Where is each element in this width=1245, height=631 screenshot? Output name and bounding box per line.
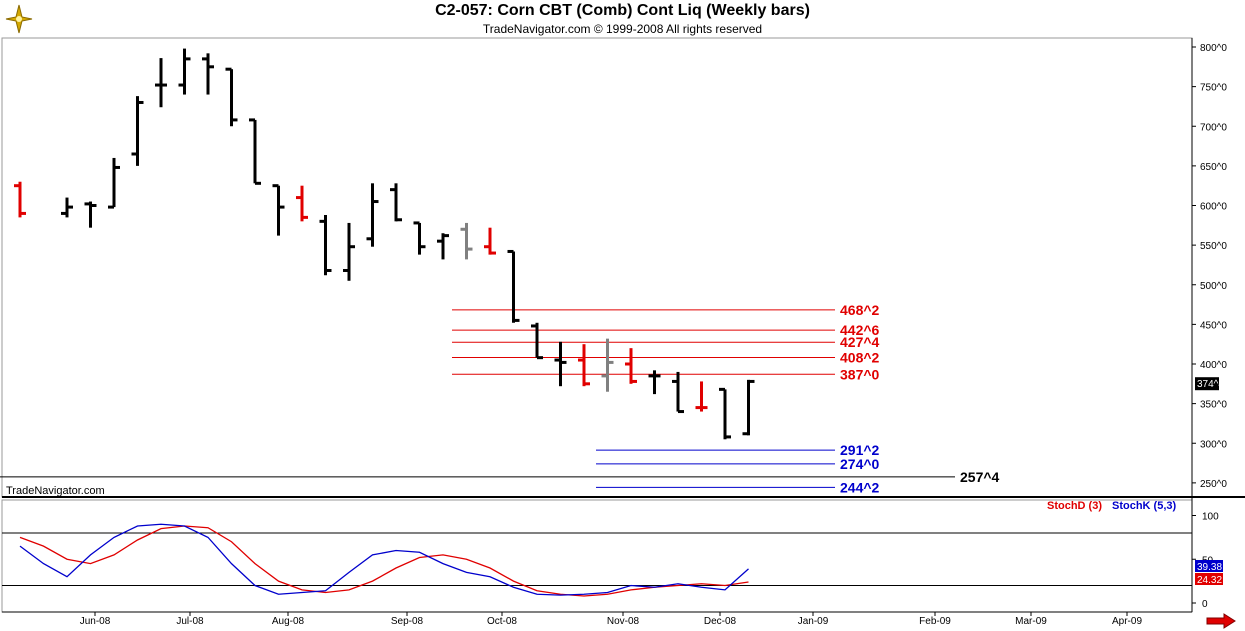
chart-title: C2-057: Corn CBT (Comb) Cont Liq (Weekly… <box>435 2 810 19</box>
trade-navigator-logo-icon <box>4 3 34 35</box>
price-tick-label: 800^0 <box>1200 43 1227 54</box>
last-price-label: 374^4 <box>1197 379 1224 390</box>
legend-stoch-k: StochK (5,3) <box>1112 500 1177 512</box>
month-tick-label: Jan-09 <box>798 616 829 627</box>
stoch-tick-label: 0 <box>1202 599 1208 610</box>
price-level-label: 408^2 <box>840 349 880 365</box>
stoch-k-line <box>19 523 749 596</box>
price-tick-label: 500^0 <box>1200 281 1227 292</box>
last-price-box <box>1195 377 1219 391</box>
month-tick-label: Mar-09 <box>1015 616 1047 627</box>
price-level-label: 274^0 <box>840 456 880 472</box>
price-tick-label: 650^0 <box>1200 162 1227 173</box>
price-tick-label: 300^0 <box>1200 439 1227 450</box>
price-tick-label: 750^0 <box>1200 83 1227 94</box>
watermark: TradeNavigator.com <box>6 485 105 497</box>
price-level-label: 257^4 <box>960 469 1000 485</box>
month-tick-label: Jun-08 <box>80 616 111 627</box>
price-tick-label: 250^0 <box>1200 479 1227 490</box>
chart-subtitle: TradeNavigator.com © 1999-2008 All right… <box>482 22 763 36</box>
month-tick-label: Oct-08 <box>487 616 517 627</box>
price-level-label: 468^2 <box>840 302 880 318</box>
price-tick-label: 600^0 <box>1200 202 1227 213</box>
stoch-value-box <box>1195 560 1223 572</box>
stoch-value-label: 24.32 <box>1197 575 1222 586</box>
price-tick-label: 550^0 <box>1200 241 1227 252</box>
price-level-label: 291^2 <box>840 442 880 458</box>
stoch-tick-label: 100 <box>1202 512 1219 523</box>
stoch-value-box <box>1195 573 1223 585</box>
stoch-value-label: 39.38 <box>1197 562 1222 573</box>
price-level-label: 387^0 <box>840 366 880 382</box>
month-tick-label: Dec-08 <box>704 616 737 627</box>
month-tick-label: Sep-08 <box>391 616 424 627</box>
month-tick-label: Apr-09 <box>1112 616 1142 627</box>
price-tick-label: 700^0 <box>1200 122 1227 133</box>
price-level-label: 244^2 <box>840 479 880 495</box>
price-tick-label: 350^0 <box>1200 400 1227 411</box>
red-right-arrow-icon[interactable] <box>1206 613 1236 629</box>
month-tick-label: Aug-08 <box>272 616 305 627</box>
price-tick-label: 400^0 <box>1200 360 1227 371</box>
stoch-d-line <box>19 525 749 597</box>
price-tick-label: 450^0 <box>1200 320 1227 331</box>
price-level-label: 427^4 <box>840 334 880 350</box>
month-tick-label: Jul-08 <box>176 616 204 627</box>
price-level-label: 442^6 <box>840 322 880 338</box>
month-tick-label: Feb-09 <box>919 616 951 627</box>
price-panel-frame <box>1 37 1193 498</box>
month-tick-label: Nov-08 <box>607 616 640 627</box>
legend-stoch-d: StochD (3) <box>1047 500 1102 512</box>
